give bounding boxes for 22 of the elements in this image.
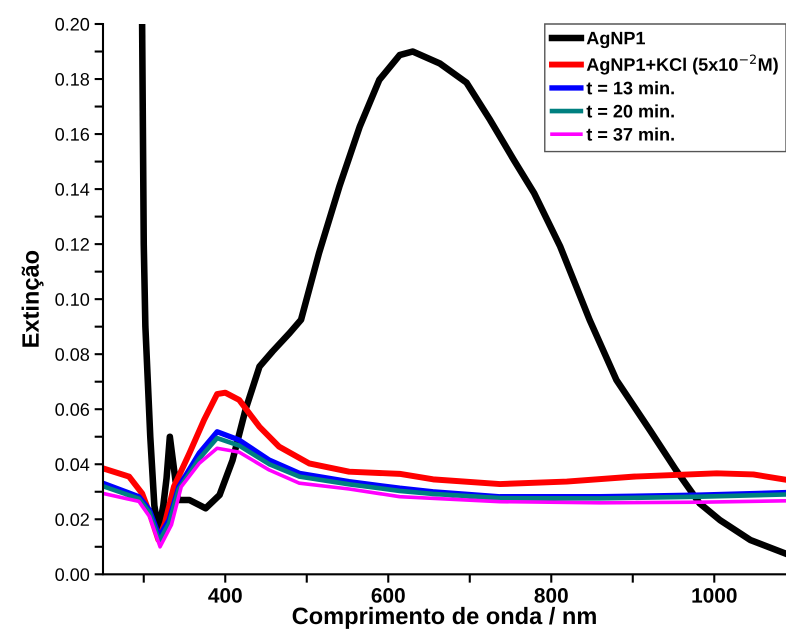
x-axis-title: Comprimento de onda / nm	[292, 606, 596, 629]
y-axis-title: Extinção	[22, 250, 44, 347]
x-tick-label: 400	[208, 588, 242, 603]
legend-label: AgNP1+KCl (5x10$^{−2}$M)	[586, 54, 778, 75]
y-tick-label: 0.08	[55, 348, 90, 361]
y-tick-label: 0.02	[55, 513, 89, 526]
y-tick-label: 0.00	[55, 568, 90, 582]
legend-label: t = 13 min.	[586, 81, 674, 94]
x-tick-label: 600	[372, 588, 405, 603]
y-tick-label: 0.04	[55, 458, 90, 471]
y-tick-label: 0.12	[55, 238, 89, 251]
x-tick-label: 800	[534, 588, 568, 603]
legend-label: AgNP1	[586, 32, 645, 48]
x-tick-label: 1000	[692, 588, 737, 603]
legend-label: t = 20 min.	[586, 104, 674, 118]
y-tick-label: 0.06	[55, 403, 90, 416]
y-tick-label: 0.20	[55, 18, 90, 31]
legend-label: t = 37 min.	[586, 127, 674, 141]
y-tick-label: 0.14	[55, 183, 90, 196]
y-tick-label: 0.10	[55, 293, 90, 306]
y-tick-label: 0.16	[55, 128, 90, 141]
y-tick-label: 0.18	[55, 72, 90, 86]
